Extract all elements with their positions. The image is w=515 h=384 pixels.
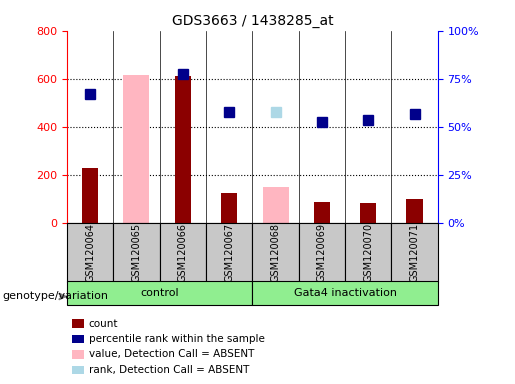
Bar xyxy=(360,203,376,223)
Bar xyxy=(391,223,438,282)
Text: control: control xyxy=(140,288,179,298)
Title: GDS3663 / 1438285_at: GDS3663 / 1438285_at xyxy=(171,14,333,28)
Bar xyxy=(175,76,191,223)
Text: genotype/variation: genotype/variation xyxy=(3,291,109,301)
Text: GSM120071: GSM120071 xyxy=(409,223,420,282)
Text: percentile rank within the sample: percentile rank within the sample xyxy=(89,334,265,344)
Text: GSM120070: GSM120070 xyxy=(363,223,373,282)
Text: rank, Detection Call = ABSENT: rank, Detection Call = ABSENT xyxy=(89,365,249,375)
Text: GSM120069: GSM120069 xyxy=(317,223,327,282)
Bar xyxy=(299,223,345,282)
Bar xyxy=(124,75,149,223)
Text: GSM120065: GSM120065 xyxy=(131,223,142,282)
Bar xyxy=(221,193,237,223)
Bar xyxy=(82,167,98,223)
Text: GSM120064: GSM120064 xyxy=(85,223,95,282)
Bar xyxy=(67,223,113,282)
Text: count: count xyxy=(89,319,118,329)
Text: GSM120066: GSM120066 xyxy=(178,223,188,282)
Bar xyxy=(406,199,423,223)
Text: GSM120068: GSM120068 xyxy=(270,223,281,282)
Bar xyxy=(252,281,438,305)
Text: GSM120067: GSM120067 xyxy=(224,223,234,282)
Bar xyxy=(263,187,288,223)
Bar xyxy=(160,223,206,282)
Text: Gata4 inactivation: Gata4 inactivation xyxy=(294,288,397,298)
Bar xyxy=(113,223,160,282)
Bar xyxy=(252,223,299,282)
Bar xyxy=(67,281,252,305)
Text: value, Detection Call = ABSENT: value, Detection Call = ABSENT xyxy=(89,349,254,359)
Bar xyxy=(314,202,330,223)
Bar xyxy=(345,223,391,282)
Bar xyxy=(206,223,252,282)
